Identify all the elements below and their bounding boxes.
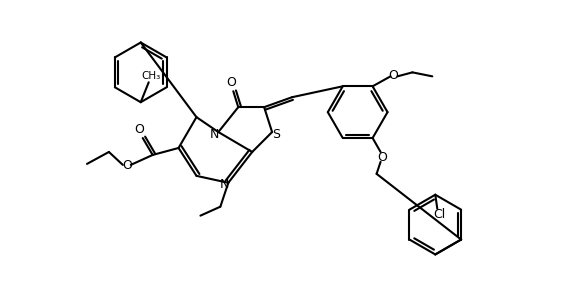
Text: N: N <box>220 178 229 191</box>
Text: S: S <box>272 128 280 140</box>
Text: Cl: Cl <box>433 208 446 221</box>
Text: O: O <box>388 69 398 82</box>
Text: O: O <box>122 159 132 172</box>
Text: O: O <box>134 123 144 136</box>
Text: N: N <box>210 128 219 140</box>
Text: O: O <box>227 76 237 89</box>
Text: O: O <box>378 151 388 164</box>
Text: CH₃: CH₃ <box>141 71 161 81</box>
